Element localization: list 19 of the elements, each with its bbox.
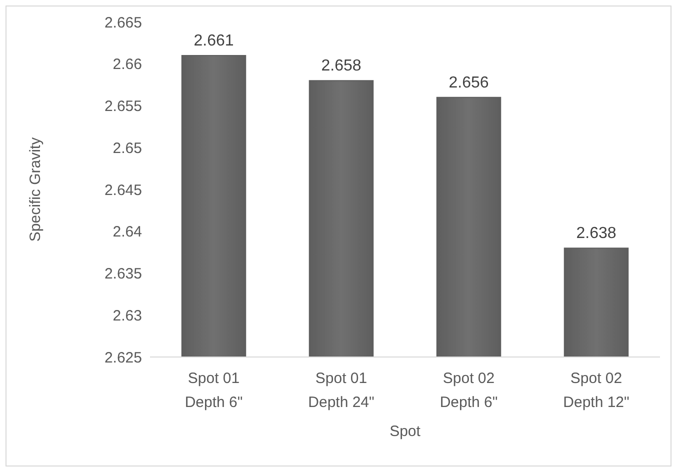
data-label: 2.658 <box>321 58 362 75</box>
x-tick-label: Spot 01 Depth 24" <box>308 370 374 411</box>
y-tick-label: 2.65 <box>112 140 142 157</box>
y-tick-label: 2.66 <box>112 56 142 74</box>
data-label: 2.656 <box>448 74 489 92</box>
y-tick-label: 2.63 <box>112 307 142 324</box>
y-tick-label: 2.635 <box>104 266 142 282</box>
y-tick-label: 2.625 <box>104 349 142 366</box>
data-label: 2.661 <box>194 32 234 50</box>
x-tick-label: Spot 02 Depth 6" <box>440 370 498 411</box>
data-label: 2.638 <box>576 225 616 242</box>
y-axis-title: Specific Gravity <box>27 136 44 242</box>
y-tick-label: 2.665 <box>104 14 142 32</box>
y-tick-label: 2.655 <box>104 98 142 115</box>
x-tick-label: Spot 02 Depth 12" <box>563 370 630 411</box>
x-axis-title: Spot <box>390 423 422 440</box>
y-tick-label: 2.645 <box>104 182 142 199</box>
x-tick-label: Spot 01 Depth 6" <box>184 370 243 411</box>
y-tick-label: 2.64 <box>112 224 142 241</box>
